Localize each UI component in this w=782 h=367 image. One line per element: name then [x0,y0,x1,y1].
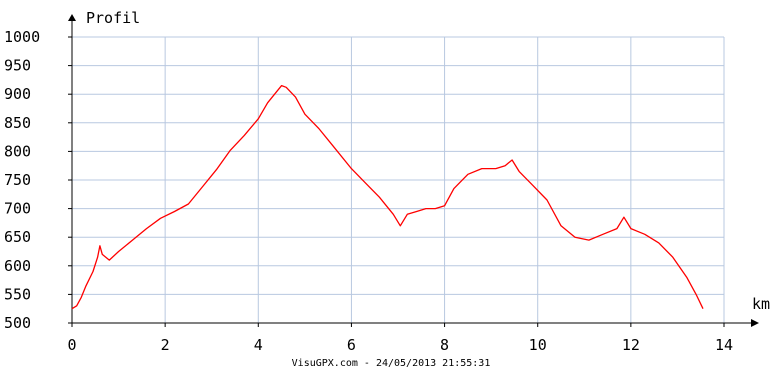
x-tick-label: 10 [529,336,547,354]
x-axis-label: km [752,295,770,313]
y-axis-label: Profil [86,9,140,27]
y-axis-arrow [68,14,76,21]
y-tick-label: 1000 [4,28,40,46]
chart-series [71,84,704,310]
y-tick-label: 900 [4,85,31,103]
y-tick-label: 700 [4,200,31,218]
y-tick-label: 500 [4,314,31,332]
x-tick-label: 14 [715,336,733,354]
x-tick-label: 12 [622,336,640,354]
x-tick-label: 4 [254,336,263,354]
y-tick-label: 750 [4,171,31,189]
y-tick-label: 650 [4,228,31,246]
y-tick-label: 600 [4,257,31,275]
chart-axes [68,14,759,327]
y-tick-label: 800 [4,142,31,160]
footer-credit: VisuGPX.com - 24/05/2013 21:55:31 [292,358,491,367]
x-tick-label: 8 [440,336,449,354]
x-tick-label: 0 [67,336,76,354]
elevation-line [71,84,704,310]
y-tick-label: 950 [4,57,31,75]
x-tick-label: 2 [161,336,170,354]
y-tick-label: 850 [4,114,31,132]
chart-tick-labels: 500 550 600 650 700 750 800 850 900 950 1000 0 2 4 6 8 1… [4,28,733,354]
y-tick-label: 550 [4,285,31,303]
x-axis-arrow [751,319,759,327]
chart-grid [72,36,725,323]
x-tick-label: 6 [347,336,356,354]
